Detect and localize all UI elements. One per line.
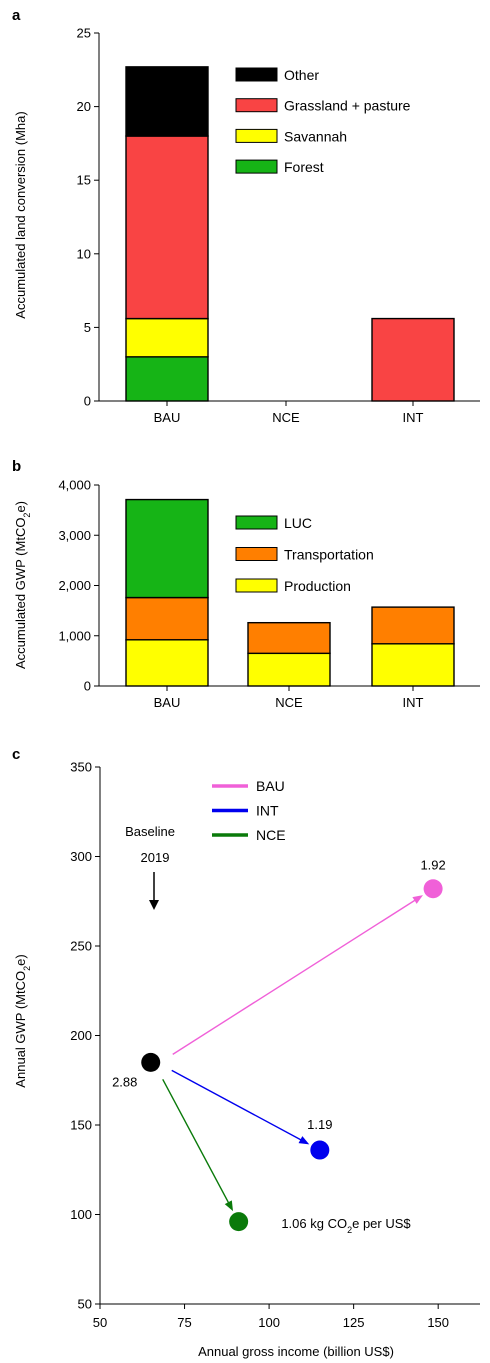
legend-label-luc: LUC bbox=[284, 515, 312, 531]
pc-x-tick-label: 100 bbox=[258, 1315, 280, 1330]
pc-x-tick-label: 75 bbox=[177, 1315, 191, 1330]
panel-a: a Accumulated land conversion (Mha) 0 5 10… bbox=[12, 7, 480, 425]
pb-y-tick-label: 4,000 bbox=[58, 478, 91, 493]
legend-label-grassland-pasture: Grassland + pasture bbox=[284, 98, 411, 114]
bar-bau-forest bbox=[125, 356, 209, 402]
pb-y-tick-label: 1,000 bbox=[58, 628, 91, 643]
bar-bau-transportation bbox=[125, 596, 209, 641]
pb-x-tick-label-int: INT bbox=[403, 695, 424, 710]
panel-a-legend: Other Grassland + pasture Savannah Forest bbox=[235, 67, 411, 175]
point-int bbox=[310, 1140, 330, 1160]
bar-bau-savannah bbox=[125, 317, 209, 358]
point-label-int: 1.19 bbox=[307, 1117, 332, 1132]
panel-a-x-axis: BAU NCE INT bbox=[99, 400, 480, 425]
bar-nce-transportation bbox=[247, 621, 331, 655]
arrowhead-int bbox=[298, 1136, 310, 1145]
bar-int-production bbox=[371, 643, 455, 687]
bar-int-transportation bbox=[371, 606, 455, 645]
panel-c-arrows bbox=[162, 895, 423, 1212]
panel-a-bars bbox=[125, 66, 455, 402]
pc-y-tick-label: 150 bbox=[70, 1118, 92, 1133]
panel-b-x-axis: BAU NCE INT bbox=[99, 685, 480, 710]
pc-y-tick-label: 350 bbox=[70, 760, 92, 775]
panel-b: b Accumulated GWP (MtCO2e) 0 1,000 2,000 3,… bbox=[12, 458, 480, 710]
pa-y-tick-label: 0 bbox=[84, 394, 91, 409]
legend-swatch-forest bbox=[235, 159, 278, 174]
baseline-annotation-arrowhead bbox=[149, 900, 159, 910]
legend-swatch-luc bbox=[235, 515, 278, 530]
arrowhead-nce bbox=[224, 1200, 234, 1212]
panel-c-points: 2.88 1.92 1.19 bbox=[112, 858, 446, 1232]
legend-swatch-production bbox=[235, 578, 278, 593]
pa-y-tick-label: 5 bbox=[84, 320, 91, 335]
pb-y-tick-label: 3,000 bbox=[58, 528, 91, 543]
point-bau bbox=[423, 879, 443, 899]
bar-nce-production bbox=[247, 652, 331, 687]
pc-y-tick-label: 100 bbox=[70, 1207, 92, 1222]
legend-label-nce: NCE bbox=[256, 827, 286, 843]
nce-intensity-label: 1.06 kg CO2e per US$ bbox=[281, 1216, 411, 1235]
legend-label-forest: Forest bbox=[284, 159, 324, 175]
pa-y-tick-label: 15 bbox=[77, 173, 91, 188]
arrow-line-nce bbox=[162, 1079, 231, 1207]
baseline-annotation-line2: 2019 bbox=[141, 850, 170, 865]
pc-x-tick-label: 125 bbox=[343, 1315, 365, 1330]
pb-y-tick-label: 0 bbox=[84, 679, 91, 694]
legend-swatch-transportation bbox=[235, 547, 278, 561]
bar-bau-grassland-pasture bbox=[125, 135, 209, 320]
legend-swatch-other bbox=[235, 67, 278, 82]
pa-x-tick-label-bau: BAU bbox=[154, 410, 181, 425]
panel-a-letter: a bbox=[12, 7, 21, 24]
legend-label-bau: BAU bbox=[256, 778, 285, 794]
pb-x-tick-label-nce: NCE bbox=[275, 695, 303, 710]
point-nce bbox=[229, 1212, 249, 1232]
legend-label-transportation: Transportation bbox=[284, 547, 374, 563]
pc-x-tick-label: 50 bbox=[93, 1315, 107, 1330]
panel-b-legend: LUC Transportation Production bbox=[235, 515, 374, 594]
bar-bau-production bbox=[125, 639, 209, 687]
pc-y-tick-label: 200 bbox=[70, 1028, 92, 1043]
pc-y-tick-label: 50 bbox=[78, 1297, 92, 1312]
arrow-line-int bbox=[171, 1069, 305, 1143]
legend-swatch-savannah bbox=[235, 128, 278, 143]
pa-x-tick-label-int: INT bbox=[403, 410, 424, 425]
pb-x-tick-label-bau: BAU bbox=[154, 695, 181, 710]
legend-swatch-grassland-pasture bbox=[235, 98, 278, 113]
arrowhead-bau bbox=[412, 895, 423, 904]
pa-y-tick-label: 25 bbox=[77, 26, 91, 41]
pc-x-tick-label: 150 bbox=[427, 1315, 449, 1330]
pa-y-tick-label: 20 bbox=[77, 99, 91, 114]
point-label-baseline: 2.88 bbox=[112, 1074, 137, 1089]
panel-b-ylabel: Accumulated GWP (MtCO2e) bbox=[13, 501, 32, 669]
panel-b-y-axis: 0 1,000 2,000 3,000 4,000 bbox=[58, 478, 100, 694]
bar-bau-other bbox=[125, 66, 209, 137]
bar-int-grassland-pasture bbox=[371, 317, 455, 402]
legend-label-other: Other bbox=[284, 67, 319, 83]
panel-c: c Annual GWP (MtCO2e) Annual gross incom… bbox=[12, 746, 480, 1359]
bar-bau-luc bbox=[125, 498, 209, 599]
point-label-bau: 1.92 bbox=[420, 858, 445, 873]
arrow-line-bau bbox=[172, 897, 419, 1055]
panel-a-ylabel: Accumulated land conversion (Mha) bbox=[13, 111, 28, 318]
pb-y-tick-label: 2,000 bbox=[58, 578, 91, 593]
legend-label-production: Production bbox=[284, 578, 351, 594]
pa-x-tick-label-nce: NCE bbox=[272, 410, 300, 425]
panel-b-bars bbox=[125, 498, 455, 687]
baseline-annotation-line1: Baseline bbox=[125, 824, 175, 839]
pc-y-tick-label: 250 bbox=[70, 939, 92, 954]
panel-c-xlabel: Annual gross income (billion US$) bbox=[198, 1344, 394, 1359]
panel-a-y-axis: 0 5 10 15 20 25 bbox=[77, 26, 100, 409]
legend-label-savannah: Savannah bbox=[284, 128, 347, 144]
point-baseline bbox=[141, 1052, 161, 1072]
panel-c-letter: c bbox=[12, 746, 20, 763]
panel-c-legend: BAU INT NCE bbox=[212, 778, 286, 843]
panel-c-ylabel: Annual GWP (MtCO2e) bbox=[13, 954, 32, 1087]
legend-label-int: INT bbox=[256, 803, 279, 819]
panel-c-axes: 50 100 150 200 250 300 350 50 75 100 125 150 bbox=[70, 760, 480, 1330]
pa-y-tick-label: 10 bbox=[77, 246, 91, 261]
pc-y-tick-label: 300 bbox=[70, 849, 92, 864]
panel-b-letter: b bbox=[12, 458, 21, 475]
